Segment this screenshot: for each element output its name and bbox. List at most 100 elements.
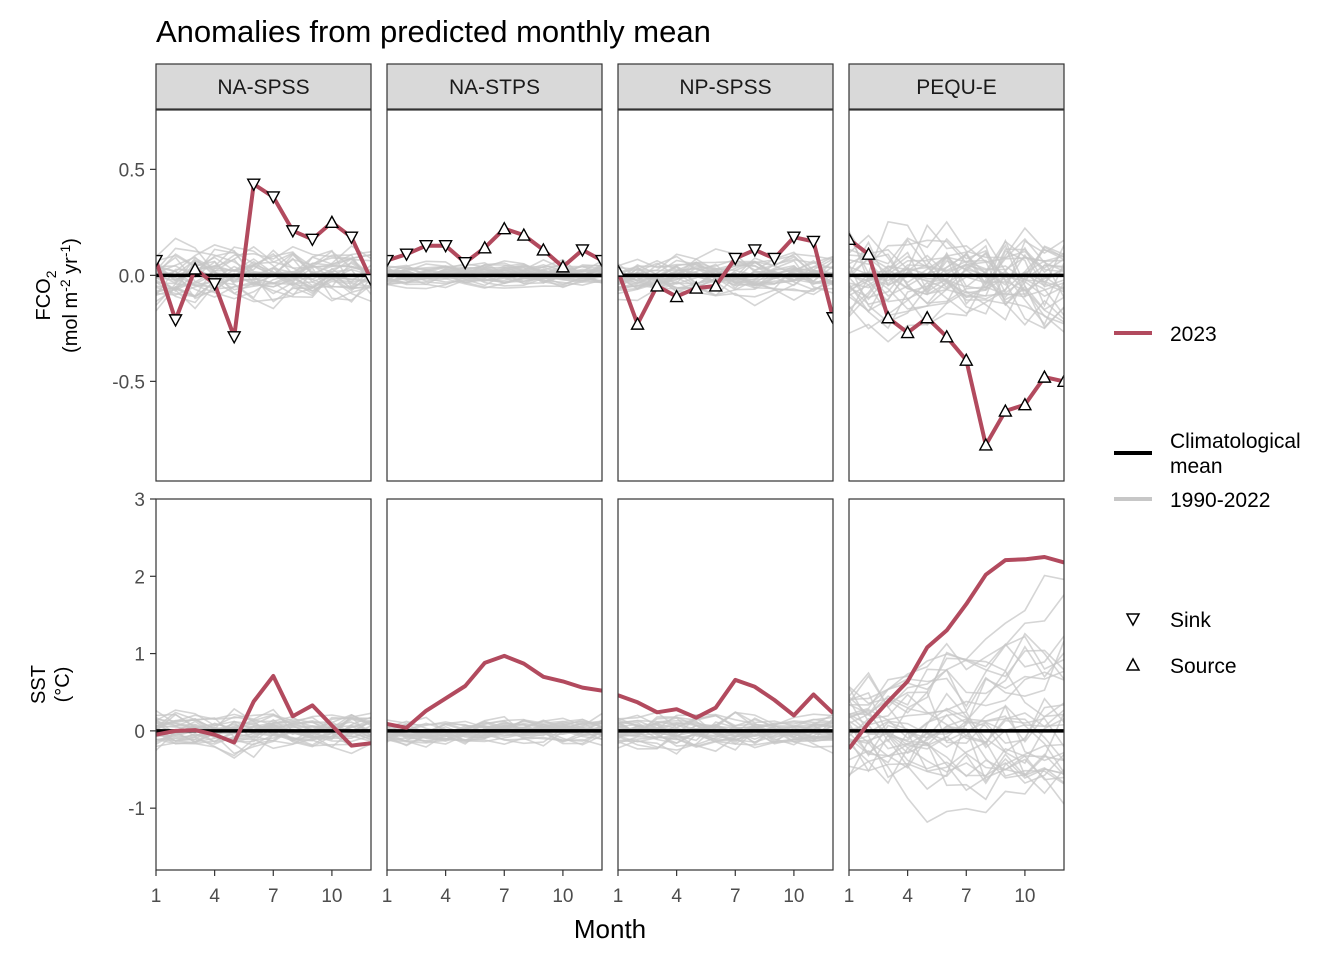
- panel-grid: NA-SPSS NA-STPS NP-SPSS PEQU-E 0.5 0.0 -0.5 3 2 1…: [112, 63, 1065, 907]
- point-source-icon: [630, 316, 645, 330]
- y-tick-label: -0.5: [112, 372, 145, 393]
- legend-label-source: Source: [1170, 655, 1237, 678]
- history-line: [618, 716, 833, 750]
- history-line: [849, 632, 1064, 716]
- history-line: [387, 266, 602, 283]
- history-line: [156, 260, 371, 303]
- strip-pequ-e: [848, 63, 1065, 110]
- y-tick-label: 2: [134, 567, 145, 588]
- history-line: [156, 253, 371, 303]
- x-axis-label: Month: [574, 914, 646, 944]
- point-sink-icon: [266, 191, 281, 205]
- history-line: [156, 245, 371, 291]
- y-tick-label: 0: [134, 722, 145, 743]
- point-sink-icon: [786, 231, 802, 245]
- point-sink-icon: [363, 273, 371, 288]
- chart-title: Anomalies from predicted monthly mean: [156, 14, 711, 49]
- point-sink-icon: [728, 252, 743, 266]
- history-line: [156, 717, 371, 748]
- strip-na-spss: [155, 63, 372, 110]
- point-sink-icon: [305, 233, 320, 247]
- x-tick-label: 7: [268, 886, 279, 907]
- point-sink-icon: [387, 254, 395, 268]
- history-line: [849, 237, 1064, 287]
- panel-border: [155, 109, 372, 482]
- panel-border: [155, 498, 372, 871]
- panel-sst-na-stps: [387, 653, 602, 748]
- y-axis-label-sst: SST (°C): [28, 665, 74, 704]
- history-line: [156, 256, 371, 303]
- point-sink-icon: [246, 178, 261, 192]
- panel-fco2-na-stps: [387, 221, 602, 290]
- series-2023-line: [156, 674, 371, 748]
- point-source-icon: [324, 214, 340, 229]
- history-line: [387, 721, 602, 746]
- history-line: [156, 252, 371, 300]
- history-line: [849, 726, 1064, 824]
- point-source-icon: [1017, 397, 1033, 411]
- history-line: [156, 720, 371, 755]
- point-source-icon: [861, 246, 876, 260]
- history-line: [849, 692, 1064, 779]
- x-tick-label: 10: [552, 886, 573, 907]
- y-tick-label: 3: [134, 490, 145, 511]
- panel-border: [386, 498, 603, 871]
- panel-border: [386, 109, 603, 482]
- history-line: [849, 674, 1064, 747]
- history-line: [849, 223, 1064, 333]
- history-line: [618, 270, 833, 291]
- strip-np-spss: [617, 63, 834, 110]
- history-line: [387, 726, 602, 746]
- point-source-icon: [187, 261, 203, 275]
- history-line: [849, 220, 1064, 292]
- x-tick-label: 1: [613, 886, 624, 907]
- point-source-icon: [1037, 369, 1052, 383]
- history-line: [849, 721, 1064, 784]
- series-2023-line: [849, 555, 1064, 750]
- x-tick-label: 7: [961, 886, 972, 907]
- strip-label: NA-STPS: [449, 76, 540, 99]
- history-line: [849, 272, 1064, 330]
- point-sink-icon: [438, 239, 453, 254]
- history-line: [849, 704, 1064, 791]
- x-tick-label: 1: [382, 886, 393, 907]
- legend-label-climatology-line1: Climatological: [1170, 430, 1301, 453]
- history-line: [849, 594, 1064, 701]
- point-source-icon: [536, 242, 551, 256]
- point-sink-icon: [418, 239, 434, 254]
- point-source-icon: [998, 403, 1013, 417]
- history-line: [849, 707, 1064, 743]
- point-sink-icon: [399, 248, 414, 262]
- y-axis-label-sst-line2: (°C): [52, 667, 74, 703]
- history-line: [387, 725, 602, 748]
- history-line: [849, 645, 1064, 716]
- x-tick-label: 1: [844, 886, 855, 907]
- point-source-icon: [939, 329, 954, 343]
- history-line: [618, 725, 833, 749]
- history-line: [849, 753, 1064, 785]
- legend-label-2023: 2023: [1170, 323, 1217, 346]
- point-source-icon: [1056, 373, 1064, 388]
- strip-label: NP-SPSS: [679, 76, 771, 99]
- history-line: [156, 716, 371, 745]
- x-tick-label: 10: [783, 886, 804, 907]
- series-2023-line: [849, 237, 1064, 447]
- point-sink-icon: [747, 244, 762, 258]
- point-source-icon: [477, 240, 492, 254]
- y-tick-label: 0.5: [119, 160, 145, 181]
- point-source-icon: [555, 259, 571, 273]
- panel-fco2-np-spss: [618, 231, 833, 330]
- point-source-icon: [849, 231, 857, 246]
- series-2023-line: [618, 677, 833, 720]
- y-tick-label: -1: [128, 799, 145, 820]
- history-line: [618, 261, 833, 291]
- history-line: [849, 704, 1064, 774]
- point-sink-icon: [458, 256, 473, 271]
- legend-label-sink: Sink: [1170, 609, 1211, 632]
- x-tick-label: 10: [321, 886, 342, 907]
- point-source-icon: [689, 280, 704, 294]
- history-line: [849, 259, 1064, 310]
- point-sink-icon: [825, 312, 833, 326]
- y-axis-label-fco2: FCO2(mol m-2 yr-1): [33, 238, 82, 353]
- legend-label-climatology-line2: mean: [1170, 455, 1223, 478]
